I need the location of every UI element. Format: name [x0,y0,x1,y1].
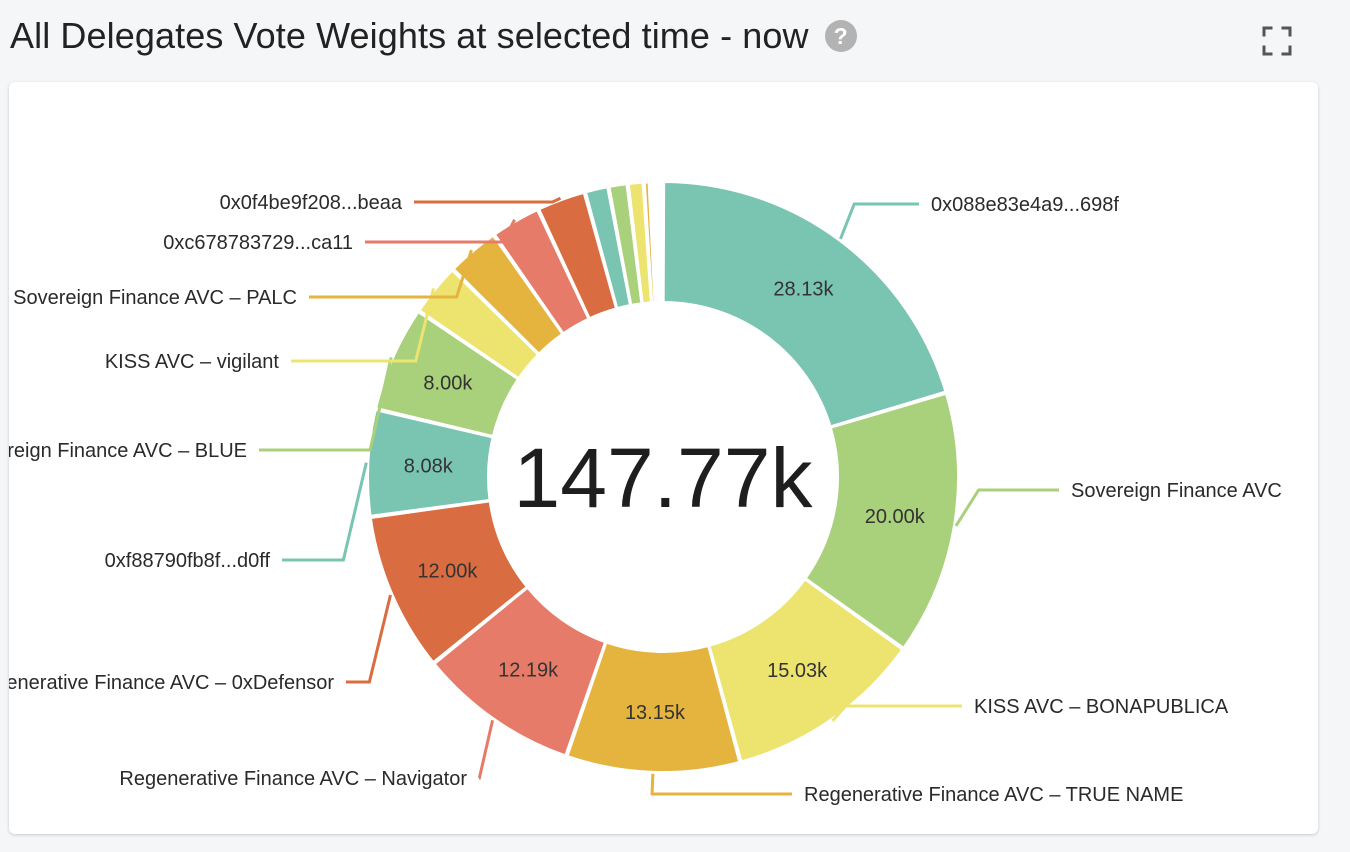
slice-value-label: 13.15k [625,702,686,724]
leader-line [282,462,368,562]
leader-line [477,719,495,780]
leader-line [259,357,393,452]
slice-value-label: 8.00k [423,372,473,394]
slice-name-label: 0x088e83e4a9...698f [931,194,1119,216]
leader-line [365,219,516,244]
slice-name-label: Regenerative Finance AVC – Navigator [119,768,467,790]
slice-14[interactable] [608,183,643,306]
slice-16[interactable] [643,181,656,304]
slice-value-label: 12.19k [498,659,559,681]
slice-6[interactable] [369,500,528,664]
slice-name-label: Sovereign Finance AVC [1071,480,1282,502]
slice-4[interactable] [566,641,741,773]
slice-name-label: 0xc678783729...ca11 [163,232,353,254]
slice-15[interactable] [627,181,652,305]
slice-name-label: KISS AVC – BONAPUBLICA [974,696,1229,718]
help-icon[interactable]: ? [824,20,857,52]
slice-name-label: Regenerative Finance AVC – 0xDefensor [9,672,334,694]
slice-18[interactable] [653,181,660,304]
slice-name-label: KISS AVC – vigilant [105,351,280,373]
leader-line [650,773,792,796]
leader-line [839,202,919,240]
slice-10[interactable] [452,234,564,355]
slice-2[interactable] [804,392,959,649]
slice-3[interactable] [708,578,904,763]
slice-1[interactable] [662,181,947,428]
slice-value-label: 8.08k [404,456,454,478]
leader-line [954,488,1059,527]
donut-chart: 28.13k 0x088e83e4a9...698f 20.00k Sovereign… [9,181,1282,806]
slice-name-label: Sovereign Finance AVC – PALC [13,287,297,309]
fullscreen-icon[interactable] [1262,26,1292,56]
leader-line [831,704,962,722]
slice-value-label: 28.13k [773,279,834,301]
slice-20[interactable] [660,181,664,304]
slice-11[interactable] [494,209,590,335]
chart-card: 28.13k 0x088e83e4a9...698f 20.00k Sovereign… [9,82,1318,834]
slice-7[interactable] [367,409,494,517]
slice-name-label: Sovereign Finance AVC – BLUE [9,440,247,462]
slice-value-label: 15.03k [767,660,828,682]
slice-value-label: 12.00k [417,560,478,582]
donut-total: 147.77k [514,431,814,525]
leader-line [414,196,562,204]
chart-header: All Delegates Vote Weights at selected t… [10,10,857,62]
slice-5[interactable] [433,586,607,757]
chart-title: All Delegates Vote Weights at selected t… [10,15,809,56]
leader-line [309,249,473,299]
leader-line [291,288,435,363]
slice-name-label: 0xf88790fb8f...d0ff [105,550,271,572]
slice-value-label: 20.00k [865,506,926,528]
leader-line [346,594,392,684]
slice-17[interactable] [649,181,658,304]
slice-13[interactable] [584,186,631,310]
slice-name-label: 0x0f4be9f208...beaa [220,192,403,214]
slice-19[interactable] [657,181,662,304]
slice-name-label: Regenerative Finance AVC – TRUE NAME [804,784,1183,806]
